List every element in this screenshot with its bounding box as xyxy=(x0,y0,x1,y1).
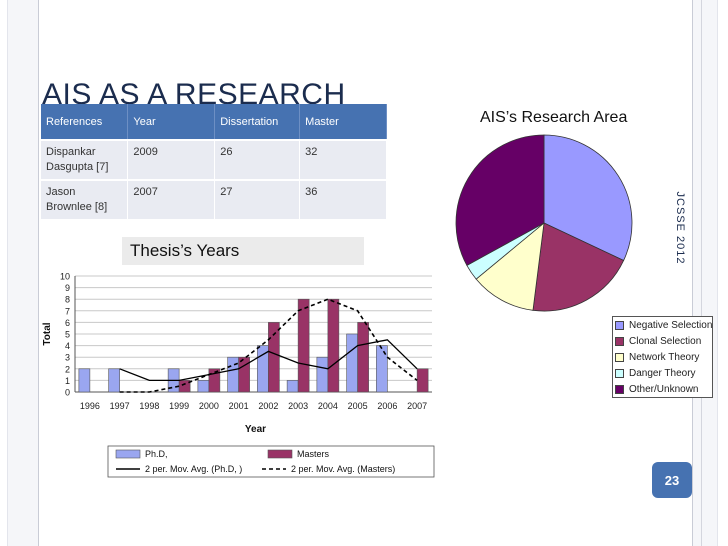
table-header-row: References Year Dissertation Master xyxy=(41,104,387,140)
x-tick-label: 1999 xyxy=(169,401,189,411)
x-tick-label: 2005 xyxy=(348,401,368,411)
table-header-cell: Master xyxy=(299,104,387,140)
table-cell: 26 xyxy=(214,139,301,180)
bar-phd xyxy=(376,345,388,393)
thesis-years-chart: 0 1 23 45 6 78 910 1996 1997 1998 1999 2000 2001 2002… xyxy=(42,272,435,478)
bar-masters xyxy=(178,380,191,393)
legend-label: 2 per. Mov. Avg. (Ph.D, ) xyxy=(145,464,242,474)
side-label: JCSSE 2012 xyxy=(672,190,688,266)
table-cell: 2009 xyxy=(127,139,216,180)
y-tick-label: 6 xyxy=(65,318,70,328)
x-tick-label: 2001 xyxy=(229,401,249,411)
y-tick-label: 9 xyxy=(65,283,70,293)
x-tick-label: 2003 xyxy=(288,401,308,411)
table-header-cell: Dissertation xyxy=(214,104,301,140)
pie-legend-label: Danger Theory xyxy=(629,367,696,379)
legend-swatch xyxy=(267,449,293,459)
page-number-badge: 23 xyxy=(652,462,692,498)
pie-legend-item: Network Theory xyxy=(613,349,712,365)
bar-masters xyxy=(416,368,429,393)
pie-legend-swatch xyxy=(615,368,624,378)
pie-legend-swatch xyxy=(615,352,624,362)
pie-title: AIS’s Research Area xyxy=(480,109,628,126)
bar-masters xyxy=(297,298,310,393)
x-tick-label: 2004 xyxy=(318,401,338,411)
legend-swatch xyxy=(115,449,141,459)
phd-moving-average-line xyxy=(119,339,418,382)
y-tick-label: 7 xyxy=(65,306,70,316)
x-tick-label: 1996 xyxy=(80,401,100,411)
pie-legend-item: Danger Theory xyxy=(613,365,712,381)
y-tick-label: 8 xyxy=(65,295,70,305)
table-cell: Jason Brownlee [8] xyxy=(41,179,129,219)
x-axis-label: Year xyxy=(245,424,266,435)
y-tick-label: 5 xyxy=(65,330,70,340)
bar-phd xyxy=(286,380,299,393)
pie-slice xyxy=(532,222,625,312)
thesis-caption: Thesis’s Years xyxy=(122,237,364,265)
pie-slice xyxy=(475,222,545,311)
page-number: 23 xyxy=(664,472,680,488)
pie-legend-item: Other/Unknown xyxy=(613,381,712,397)
bar-masters xyxy=(327,298,340,393)
side-label-text: JCSSE 2012 xyxy=(674,191,686,265)
y-tick-label: 3 xyxy=(65,353,70,363)
bar-masters xyxy=(357,322,369,393)
pie-legend-label: Network Theory xyxy=(629,351,700,363)
references-table: References Year Dissertation Master Disp… xyxy=(41,104,387,219)
pie-legend-swatch xyxy=(615,320,624,330)
pie-legend-item: Negative Selection xyxy=(613,317,712,333)
bar-phd xyxy=(197,380,210,393)
legend-label: 2 per. Mov. Avg. (Masters) xyxy=(291,464,395,474)
y-axis-label: Total xyxy=(42,322,53,345)
table-row: Jason Brownlee [8] 2007 27 36 xyxy=(41,179,387,219)
bar-phd xyxy=(346,333,358,393)
legend-label: Ph.D, xyxy=(145,449,168,459)
y-tick-label: 2 xyxy=(65,364,70,374)
bar-phd xyxy=(78,368,91,393)
bar-phd xyxy=(316,356,329,393)
table-cell: 32 xyxy=(299,139,387,180)
x-tick-label: 2007 xyxy=(407,401,427,411)
y-tick-label: 10 xyxy=(60,272,70,282)
pie-legend-label: Other/Unknown xyxy=(629,383,699,395)
pie-legend-label: Clonal Selection xyxy=(629,335,702,347)
y-tick-label: 4 xyxy=(65,341,70,351)
table-cell: 36 xyxy=(299,179,387,219)
table-header-cell: References xyxy=(41,104,129,140)
pie-slice xyxy=(543,134,633,262)
slide-frame-right xyxy=(692,0,718,546)
x-tick-label: 2002 xyxy=(258,401,278,411)
legend-label: Masters xyxy=(297,449,330,459)
table-header-cell: Year xyxy=(127,104,216,140)
slide-frame-left xyxy=(7,0,39,546)
table-row: Dispankar Dasgupta [7] 2009 26 32 xyxy=(41,139,387,180)
y-tick-label: 0 xyxy=(65,388,70,398)
x-tick-label: 1998 xyxy=(139,401,159,411)
bar-phd xyxy=(108,368,120,393)
pie-legend-swatch xyxy=(615,336,624,346)
table-cell: 2007 xyxy=(127,179,216,219)
masters-moving-average-line xyxy=(119,298,418,393)
bar-masters xyxy=(238,356,250,393)
pie-legend-item: Clonal Selection xyxy=(613,333,712,349)
bar-phd xyxy=(227,356,239,393)
x-tick-label: 2000 xyxy=(199,401,219,411)
bar-masters xyxy=(208,368,221,393)
bar-masters xyxy=(268,322,280,393)
x-tick-label: 2006 xyxy=(377,401,397,411)
pie-slice xyxy=(455,134,545,266)
table-cell: 27 xyxy=(214,179,301,219)
y-tick-label: 1 xyxy=(65,376,70,386)
table-cell: Dispankar Dasgupta [7] xyxy=(41,139,129,180)
pie-legend-label: Negative Selection xyxy=(629,319,713,331)
x-tick-label: 1997 xyxy=(110,401,130,411)
pie-legend: Negative Selection Clonal Selection Networ… xyxy=(612,316,713,398)
pie-legend-swatch xyxy=(615,384,624,394)
research-area-pie-chart xyxy=(455,134,633,312)
